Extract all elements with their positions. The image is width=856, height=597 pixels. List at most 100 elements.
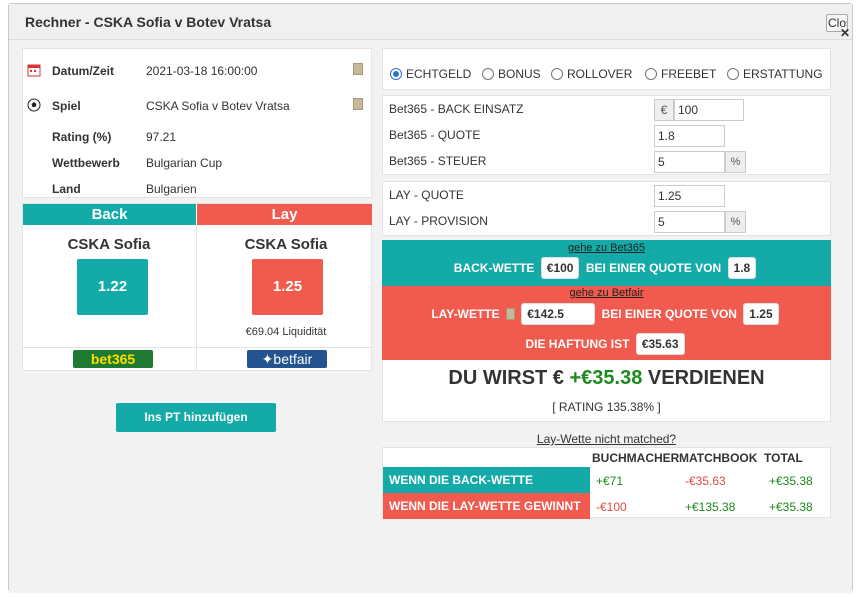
competition-label: Wettbewerb — [52, 156, 120, 170]
close-button[interactable]: Close — [826, 14, 848, 32]
radio-rollover-circle[interactable] — [551, 68, 563, 80]
lay-commission-input[interactable]: 5 — [654, 211, 725, 233]
profit-suffix: VERDIENEN — [647, 367, 765, 389]
back-header: Back — [23, 204, 196, 225]
dialog-titlebar[interactable]: Rechner - CSKA Sofia v Botev Vratsa Clos… — [9, 4, 852, 40]
lay-odds-label: LAY - QUOTE — [389, 188, 464, 202]
info-row-competition: Wettbewerb Bulgarian Cup — [23, 153, 371, 173]
radio-echtgeld-label: ECHTGELD — [406, 67, 472, 81]
back-stake-input[interactable]: 100 — [674, 99, 744, 121]
at-odds-label: BEI EINER QUOTE VON — [601, 307, 737, 321]
back-stake-row: Bet365 - BACK EINSATZ € 100 — [383, 96, 830, 122]
cell-total: +€35.38 — [769, 474, 813, 488]
radio-bonus-circle[interactable] — [482, 68, 494, 80]
copy-icon[interactable] — [353, 98, 363, 110]
radio-bonus[interactable]: BONUS — [482, 67, 541, 81]
col-header-matchbook: MATCHBOOK — [679, 451, 758, 465]
info-row-country: Land Bulgarien — [23, 179, 371, 199]
copy-icon[interactable] — [353, 63, 363, 75]
calculator-dialog: Rechner - CSKA Sofia v Botev Vratsa Clos… — [8, 3, 853, 593]
lay-team: CSKA Sofia — [244, 236, 328, 253]
back-amount-box: €100 — [540, 257, 580, 279]
datetime-value: 2021-03-18 16:00:00 — [146, 64, 258, 78]
goto-bet365-link[interactable]: gehe zu Bet365 — [567, 242, 646, 254]
betfair-arrow-icon: ✦ — [261, 351, 274, 367]
radio-rollover[interactable]: ROLLOVER — [551, 67, 632, 81]
cell-bookmaker: -€100 — [596, 500, 627, 514]
football-icon — [27, 98, 41, 112]
lay-bet-label: LAY-WETTE — [431, 307, 500, 321]
dialog-title: Rechner - CSKA Sofia v Botev Vratsa — [25, 14, 272, 30]
back-odds-input[interactable]: 1.8 — [654, 125, 725, 147]
cell-total: +€35.38 — [769, 500, 813, 514]
lay-commission-label: LAY - PROVISION — [389, 214, 488, 228]
back-fields-panel: Bet365 - BACK EINSATZ € 100 Bet365 - QUO… — [382, 95, 831, 175]
country-value: Bulgarien — [146, 182, 197, 196]
cell-matchbook: -€35.63 — [685, 474, 726, 488]
radio-freebet-label: FREEBET — [661, 67, 717, 81]
lay-band: gehe zu Betfair LAY-WETTE €142.5 BEI EIN… — [382, 286, 831, 360]
profit-area: DU WIRST € +€35.38 VERDIENEN [ RATING 13… — [382, 360, 831, 422]
radio-erstattung[interactable]: ERSTATTUNG — [727, 67, 823, 81]
odds-panel: Back Lay CSKA Sofia CSKA Sofia 1.22 1.25… — [22, 203, 372, 371]
lay-fields-panel: LAY - QUOTE 1.25 LAY - PROVISION 5 % — [382, 181, 831, 236]
rating-value: 97.21 — [146, 130, 177, 144]
lay-header: Lay — [197, 204, 372, 225]
radio-bonus-label: BONUS — [498, 67, 541, 81]
back-tax-input[interactable]: 5 — [654, 151, 725, 173]
radio-freebet-circle[interactable] — [645, 68, 657, 80]
col-header-total: TOTAL — [764, 451, 803, 465]
radio-echtgeld[interactable]: ECHTGELD — [390, 67, 471, 81]
lay-odds-row: LAY - QUOTE 1.25 — [383, 182, 830, 208]
match-label: Spiel — [52, 99, 81, 113]
table-row-back-wins: WENN DIE BACK-WETTE GEWINNT +€71 -€35.63… — [383, 467, 830, 513]
bet-type-panel: ECHTGELD BONUS ROLLOVER FREEBET ERSTATTU… — [382, 48, 831, 90]
percent-suffix: % — [725, 151, 746, 173]
radio-erstattung-label: ERSTATTUNG — [743, 67, 823, 81]
row-label-lay-wins: WENN DIE LAY-WETTE GEWINNT — [383, 493, 590, 519]
lay-amount-input[interactable]: €142.5 — [521, 303, 596, 325]
rating-label: Rating (%) — [52, 130, 112, 144]
lay-unmatched-link[interactable]: Lay-Wette nicht matched? — [536, 432, 677, 446]
calendar-icon — [27, 64, 41, 77]
lay-odds-input[interactable]: 1.25 — [654, 185, 725, 207]
betfair-logo[interactable]: ✦betfair — [247, 350, 327, 368]
info-row-rating: Rating (%) 97.21 — [23, 127, 371, 147]
radio-erstattung-circle[interactable] — [727, 68, 739, 80]
radio-echtgeld-circle[interactable] — [390, 68, 402, 80]
info-row-datetime: Datum/Zeit 2021-03-18 16:00:00 — [23, 61, 371, 81]
back-odds-box[interactable]: 1.22 — [77, 259, 148, 315]
add-to-pt-button[interactable]: Ins PT hinzufügen — [116, 403, 276, 432]
unmatched-link-wrap: Lay-Wette nicht matched? — [382, 432, 831, 446]
back-team: CSKA Sofia — [67, 236, 151, 253]
percent-suffix: % — [725, 211, 746, 233]
col-header-bookmaker: BUCHMACHER — [592, 451, 680, 465]
back-band: gehe zu Bet365 BACK-WETTE €100 BEI EINER… — [382, 240, 831, 286]
odds-vdivider — [196, 225, 197, 371]
back-tax-label: Bet365 - STEUER — [389, 154, 487, 168]
bet365-logo-text: bet365 — [90, 351, 136, 367]
betfair-logo-text: betfair — [273, 351, 313, 367]
back-bet-label: BACK-WETTE — [453, 261, 535, 275]
back-tax-row: Bet365 - STEUER 5 % — [383, 148, 830, 174]
odds-divider — [23, 347, 371, 348]
bet365-logo[interactable]: bet365 — [73, 350, 153, 368]
country-label: Land — [52, 182, 81, 196]
datetime-label: Datum/Zeit — [52, 64, 115, 78]
radio-rollover-label: ROLLOVER — [567, 67, 633, 81]
goto-betfair-link[interactable]: gehe zu Betfair — [569, 287, 644, 299]
profit-prefix: DU WIRST € — [448, 367, 564, 389]
euro-prefix: € — [654, 99, 674, 121]
profit-value: +€35.38 — [569, 367, 643, 389]
close-icon[interactable]: ✕ — [839, 26, 850, 40]
radio-freebet[interactable]: FREEBET — [645, 67, 716, 81]
info-row-match: Spiel CSKA Sofia v Botev Vratsa — [23, 96, 371, 116]
back-odds-row: Bet365 - QUOTE 1.8 — [383, 122, 830, 148]
back-odds-label: Bet365 - QUOTE — [389, 128, 481, 142]
cell-matchbook: +€135.38 — [685, 500, 736, 514]
lay-odds-box[interactable]: 1.25 — [252, 259, 323, 315]
clipboard-icon[interactable] — [505, 308, 515, 320]
competition-value: Bulgarian Cup — [146, 156, 223, 170]
lay-commission-row: LAY - PROVISION 5 % — [383, 208, 830, 234]
lay-liquidity: €69.04 Liquidität — [245, 326, 327, 338]
